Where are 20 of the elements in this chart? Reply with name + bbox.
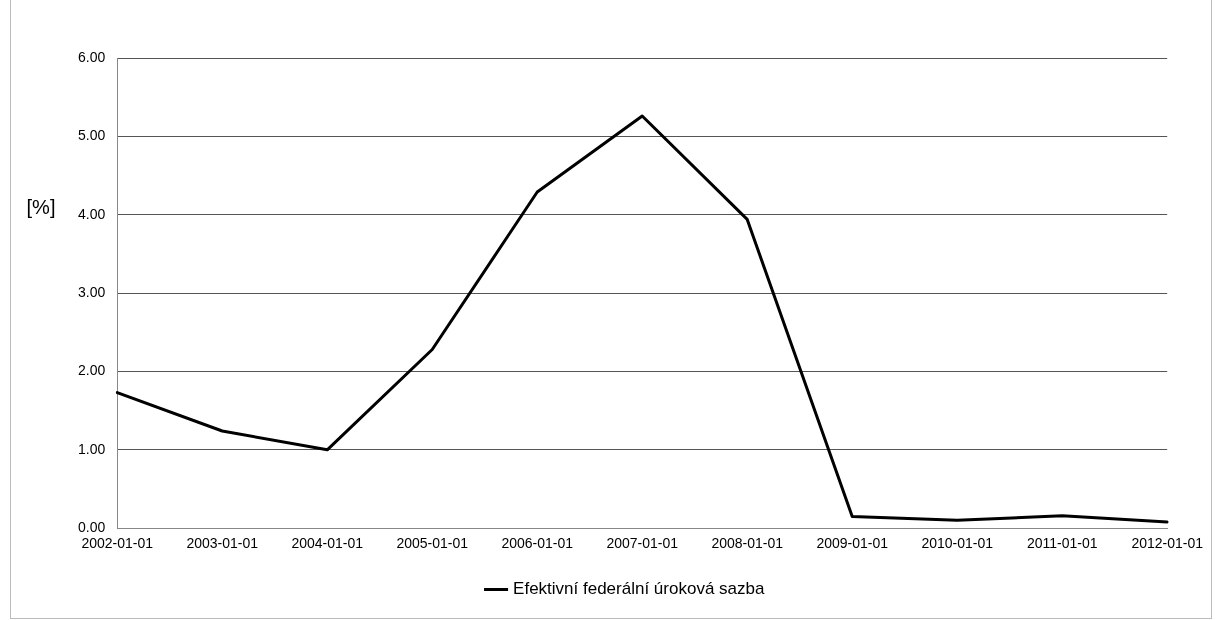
x-tick-label: 2004-01-01 bbox=[291, 535, 364, 552]
y-axis-title: [%] bbox=[26, 195, 56, 218]
x-tick-label: 2007-01-01 bbox=[606, 535, 679, 552]
legend-label: Efektivní federální úroková sazba bbox=[513, 579, 765, 599]
y-tick-label: 5.00 bbox=[78, 127, 106, 144]
y-tick-label: 6.00 bbox=[78, 48, 106, 65]
y-tick-label: 2.00 bbox=[78, 362, 106, 379]
x-tick-label: 2002-01-01 bbox=[81, 535, 154, 552]
x-tick-label: 2009-01-01 bbox=[816, 535, 889, 552]
x-tick-label: 2012-01-01 bbox=[1131, 535, 1204, 552]
y-tick-label: 3.00 bbox=[78, 283, 106, 300]
x-tick-label: 2008-01-01 bbox=[711, 535, 784, 552]
x-tick-label: 2005-01-01 bbox=[396, 535, 469, 552]
y-tick-label: 4.00 bbox=[78, 205, 106, 222]
x-tick-label: 2006-01-01 bbox=[501, 535, 574, 552]
x-tick-label: 2003-01-01 bbox=[186, 535, 259, 552]
y-tick-label: 1.00 bbox=[78, 440, 106, 457]
x-tick-label: 2011-01-01 bbox=[1026, 535, 1098, 552]
y-tick-label: 0.00 bbox=[78, 519, 106, 536]
x-tick-label: 2010-01-01 bbox=[921, 535, 994, 552]
